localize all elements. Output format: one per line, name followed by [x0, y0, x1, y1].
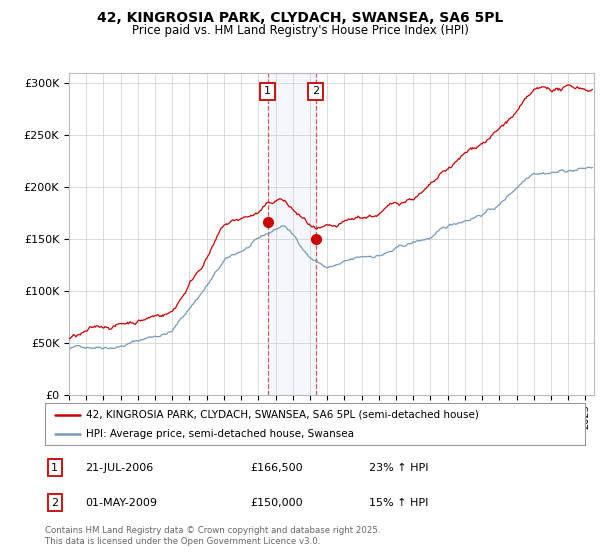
Text: 21-JUL-2006: 21-JUL-2006	[86, 463, 154, 473]
Text: 15% ↑ HPI: 15% ↑ HPI	[369, 498, 428, 507]
Text: 01-MAY-2009: 01-MAY-2009	[86, 498, 157, 507]
Text: 23% ↑ HPI: 23% ↑ HPI	[369, 463, 428, 473]
Text: 2: 2	[312, 86, 319, 96]
Text: Contains HM Land Registry data © Crown copyright and database right 2025.
This d: Contains HM Land Registry data © Crown c…	[45, 526, 380, 546]
Text: £166,500: £166,500	[250, 463, 303, 473]
Text: 2: 2	[51, 498, 58, 507]
Text: £150,000: £150,000	[250, 498, 303, 507]
Text: 42, KINGROSIA PARK, CLYDACH, SWANSEA, SA6 5PL: 42, KINGROSIA PARK, CLYDACH, SWANSEA, SA…	[97, 11, 503, 25]
Text: 1: 1	[265, 86, 271, 96]
Text: Price paid vs. HM Land Registry's House Price Index (HPI): Price paid vs. HM Land Registry's House …	[131, 24, 469, 37]
Bar	[268, 73, 316, 395]
Text: 42, KINGROSIA PARK, CLYDACH, SWANSEA, SA6 5PL (semi-detached house): 42, KINGROSIA PARK, CLYDACH, SWANSEA, SA…	[86, 409, 478, 419]
Text: HPI: Average price, semi-detached house, Swansea: HPI: Average price, semi-detached house,…	[86, 429, 353, 439]
Text: 1: 1	[51, 463, 58, 473]
